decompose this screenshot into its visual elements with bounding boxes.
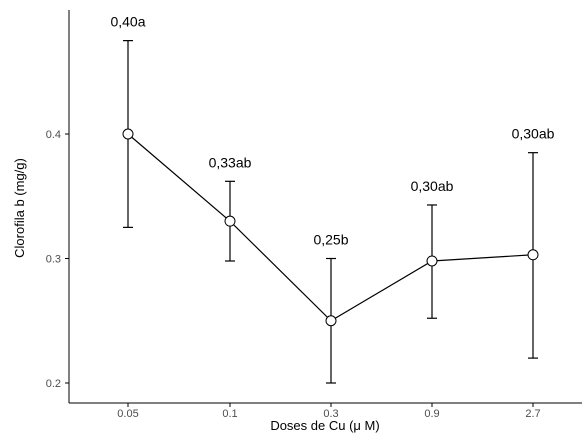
y-ticks: 0.2 0.3 0.4 <box>46 129 69 390</box>
x-tick-label: 2.7 <box>525 408 540 420</box>
x-ticks: 0.05 0.1 0.3 0.9 2.7 <box>117 403 541 420</box>
error-bars <box>123 40 538 384</box>
y-tick-label: 0.4 <box>46 129 61 141</box>
y-tick-label: 0.3 <box>46 254 61 266</box>
data-points <box>122 128 539 327</box>
data-labels: 0,40a 0,33ab 0,25b 0,30ab 0,30ab <box>110 14 554 248</box>
data-point <box>122 128 134 140</box>
data-label: 0,30ab <box>512 126 555 142</box>
plot-area <box>68 10 582 404</box>
data-label: 0,25b <box>313 232 348 248</box>
data-label: 0,30ab <box>411 178 454 194</box>
x-tick-label: 0.9 <box>424 408 439 420</box>
x-tick-label: 0.3 <box>323 408 338 420</box>
data-point <box>224 215 236 227</box>
data-point <box>325 315 337 327</box>
x-tick-label: 0.1 <box>222 408 237 420</box>
data-point <box>426 255 438 267</box>
data-label: 0,33ab <box>209 154 252 170</box>
x-axis-title: Doses de Cu (μ M) <box>270 418 379 433</box>
y-axis-title: Clorofila b (mg/g) <box>12 158 27 258</box>
data-point <box>527 249 539 261</box>
y-tick-label: 0.2 <box>46 378 61 390</box>
x-tick-label: 0.05 <box>117 408 138 420</box>
data-label: 0,40a <box>110 14 145 30</box>
